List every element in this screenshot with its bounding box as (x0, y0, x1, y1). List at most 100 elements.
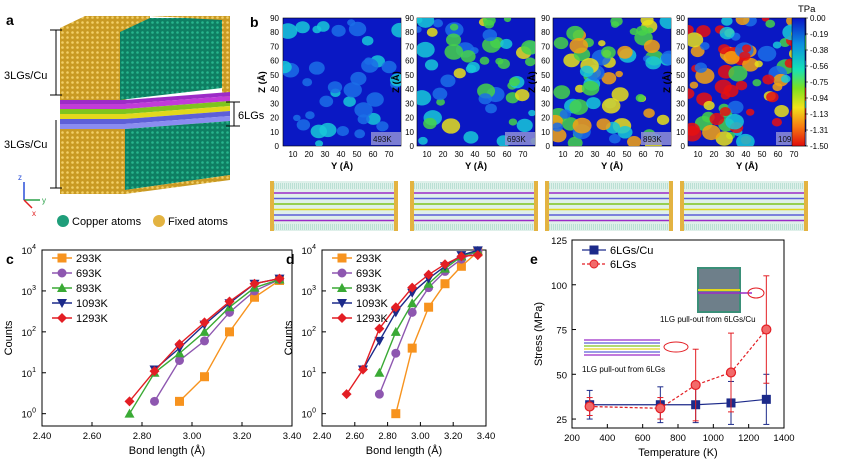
stress-blob (283, 23, 298, 39)
colorbar: TPa 0.00 -0.19 -0.38 -0.56 -0.75 -0.94 -1.13 -1… (791, 4, 829, 151)
stress-blob (441, 118, 461, 134)
stress-blob (343, 82, 362, 98)
x-tick-label: 70 (655, 150, 664, 159)
plot-frame (321, 249, 487, 427)
stress-blob (319, 122, 337, 138)
stress-blob (524, 57, 535, 67)
fixed-edge (680, 181, 684, 231)
stress-blob (694, 62, 708, 73)
stress-blob (497, 58, 510, 70)
stress-blob (485, 103, 497, 114)
stress-blob (418, 136, 428, 145)
stress-blob (315, 140, 324, 146)
stress-blob (509, 77, 520, 87)
y-axis-label: Stress (MPa) (533, 302, 545, 366)
stress-blob (354, 102, 373, 118)
stress-blob (688, 25, 694, 35)
stress-blob (703, 100, 715, 111)
stress-blob (598, 40, 606, 47)
y-tick-label: 90 (676, 14, 685, 23)
y-tick-label: 102 (302, 326, 317, 339)
layer-snapshots (270, 181, 808, 231)
x-axis-label: Y (Å) (331, 161, 353, 172)
y-tick-label: 104 (22, 244, 37, 257)
legend-marker (337, 283, 347, 292)
colorbar-ticks: 0.00 -0.19 -0.38 -0.56 -0.75 -0.94 -1.13 -1.31 -… (805, 14, 829, 151)
data-point (199, 326, 210, 336)
y-tick-label: 103 (302, 285, 317, 298)
stress-blob (725, 113, 744, 130)
legend-label: 6LGs/Cu (610, 245, 653, 257)
stress-blob (391, 22, 401, 38)
legend-marker (57, 299, 67, 308)
x-tick-label: 2.80 (378, 431, 397, 442)
data-point (374, 336, 385, 346)
x-tick-label: 70 (519, 150, 528, 159)
stress-blob (296, 119, 311, 131)
data-point (374, 389, 384, 399)
x-tick-label: 3.40 (283, 431, 302, 442)
panel-b: b 493K 0 10 20 30 40 50 60 70 80 90 Z (Å) 10 20 30 40 50… (250, 4, 829, 231)
series-1293K: 1293K (332, 250, 483, 400)
y-tick-label: 10 (541, 128, 550, 137)
x-tick-label: 2.40 (33, 431, 52, 442)
stress-blob (305, 111, 315, 120)
stress-blob (601, 72, 617, 85)
stress-blob (381, 60, 397, 74)
temp-label-box (371, 132, 401, 145)
x-tick-label: 10 (423, 150, 432, 159)
inset-pullout-cu: 1LG pull-out from 6LGs/Cu (660, 267, 765, 324)
stress-blob (503, 18, 512, 23)
stress-blob (336, 126, 349, 137)
y-tick-label: 100 (302, 408, 317, 421)
x-tick-label: 600 (635, 433, 651, 444)
y-tick-label: 50 (270, 71, 279, 80)
stress-blob (559, 109, 572, 119)
y-axis-label: Z (Å) (257, 71, 268, 93)
layer-snapshot-1 (270, 181, 398, 231)
series-6LGs: 6LGs (582, 259, 772, 422)
y-tick-label: 20 (405, 114, 414, 123)
axis-y-label: y (42, 196, 46, 205)
fixed-edge (394, 181, 398, 231)
y-tick-label: 20 (541, 114, 550, 123)
x-tick-label: 40 (742, 150, 751, 159)
legend-label: 893K (76, 283, 102, 295)
stress-blob (586, 97, 601, 110)
stress-blob (417, 41, 435, 58)
stress-blob (553, 122, 563, 132)
x-tick-label: 20 (575, 150, 584, 159)
x-tick-label: 2.40 (313, 431, 332, 442)
stress-blob (432, 87, 448, 101)
legend-label: 293K (356, 253, 382, 265)
stress-blob (610, 18, 623, 27)
y-tick-label: 90 (541, 14, 550, 23)
x-axis-label: Y (Å) (736, 161, 758, 172)
snapshot-background (680, 181, 808, 231)
copper-atom-icon (57, 215, 69, 227)
x-tick-label: 30 (726, 150, 735, 159)
data-point (274, 273, 285, 284)
series-line (153, 278, 280, 402)
stress-blob (478, 93, 492, 105)
chart-c: 2.40 2.60 2.80 3.00 3.20 3.40 100 101 102 103 104 B… (3, 244, 301, 457)
data-point (174, 339, 185, 350)
x-tick-label: 200 (564, 433, 580, 444)
data-point (225, 327, 234, 337)
data-point (472, 250, 483, 261)
inset-pullout-6lg: 1LG pull-out from 6LGs (582, 339, 689, 374)
y-tick-label: 60 (676, 57, 685, 66)
stress-blob (500, 38, 513, 49)
colorbar-tick-label: -0.19 (810, 30, 829, 39)
plot-frame (41, 249, 293, 427)
stress-blob (515, 89, 530, 102)
y-tick-label: 70 (676, 42, 685, 51)
data-point (456, 251, 467, 262)
x-tick-label: 40 (471, 150, 480, 159)
panel-label-c: c (6, 251, 14, 267)
stress-blob (366, 112, 381, 125)
stress-blob (553, 85, 571, 100)
layer-snapshot-2 (410, 181, 538, 231)
data-point (149, 366, 160, 377)
legend-marker (337, 268, 347, 278)
